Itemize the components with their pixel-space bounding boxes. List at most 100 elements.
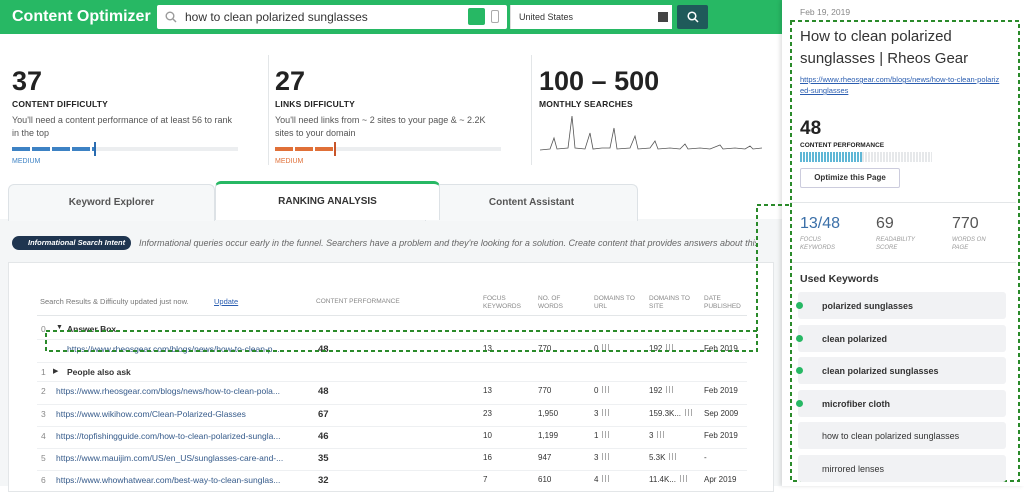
keyword-row: microfiber cloth — [796, 389, 1006, 417]
column-header: DOMAINS TO SITE — [649, 295, 690, 310]
search-query: how to clean polarized sunglasses — [185, 10, 368, 24]
search-box[interactable]: how to clean polarized sunglasses — [157, 5, 507, 29]
keyword: microfiber cloth — [822, 398, 891, 409]
result-url[interactable]: https://www.rheosgear.com/blogs/news/how… — [56, 386, 280, 396]
result-url[interactable]: https://www.wikihow.com/Clean-Polarized-… — [56, 409, 246, 419]
result-cell: 3 — [594, 453, 611, 462]
column-header: FOCUS KEYWORDS — [483, 295, 521, 310]
mobile-toggle[interactable] — [491, 10, 499, 23]
metric-note: You'll need links from ~ 2 sites to your… — [275, 115, 486, 138]
result-cell: 23 — [483, 409, 492, 418]
logo: Content Optimizer — [12, 8, 151, 25]
result-cell: 46 — [318, 431, 329, 442]
performance-bar — [800, 152, 932, 162]
keyword-row: clean polarized sunglasses — [796, 357, 1006, 384]
result-url[interactable]: https://www.whowhatwear.com/best-way-to-… — [56, 475, 281, 485]
result-cell: Feb 2019 — [704, 344, 738, 353]
row-index: 2 — [41, 386, 46, 396]
result-cell: 13 — [483, 344, 492, 353]
result-cell: 159.3K... — [649, 409, 694, 418]
keyword-row: polarized sunglasses — [796, 292, 1006, 319]
country-select[interactable]: United States — [510, 5, 672, 29]
mini-chart-icon — [602, 409, 611, 416]
result-cell: 35 — [318, 453, 329, 464]
result-cell: 192 — [649, 344, 675, 353]
keyword-row: clean polarized — [796, 324, 1006, 352]
search-button[interactable] — [677, 5, 708, 29]
country: United States — [519, 12, 574, 22]
column-header: DATE PUBLISHED — [704, 295, 741, 310]
result-cell: 192 — [649, 386, 675, 395]
desktop-toggle[interactable] — [468, 8, 485, 25]
divider — [790, 202, 1016, 203]
row-index: 1 — [41, 367, 46, 377]
mini-chart-icon — [685, 409, 694, 416]
divider — [268, 55, 269, 165]
column-header: CONTENT PERFORMANCE — [316, 298, 400, 305]
mini-chart-icon — [679, 475, 688, 482]
result-cell: 7 — [483, 475, 488, 484]
result-cell: 1 — [594, 431, 611, 440]
tab[interactable]: Keyword Explorer — [8, 184, 215, 221]
row-index: 0 — [41, 324, 46, 334]
keywords-title: Used Keywords — [800, 273, 879, 285]
tab[interactable]: Content Assistant — [425, 184, 638, 221]
stat-label: READABILITY SCORE — [876, 237, 915, 251]
keyword-used-dot — [796, 334, 803, 342]
divider — [790, 262, 1016, 263]
group-toggle[interactable]: ▼ — [56, 324, 63, 331]
result-url[interactable]: https://www.mauijim.com/US/en_US/sunglas… — [56, 453, 284, 463]
stat-label: WORDS ON PAGE — [952, 237, 986, 251]
mini-chart-icon — [602, 475, 611, 482]
tab-active[interactable]: RANKING ANALYSIS — [215, 181, 440, 220]
mini-chart-icon — [602, 386, 611, 393]
result-cell: 1,199 — [538, 431, 559, 440]
result-cell: 770 — [538, 386, 552, 395]
result-cell: 4 — [594, 475, 611, 484]
column-header: NO. OF WORDS — [538, 295, 563, 310]
result-cell: 48 — [318, 344, 329, 355]
result-cell: 32 — [318, 475, 329, 486]
result-cell: Feb 2019 — [704, 431, 738, 440]
result-cell: 11.4K... — [649, 475, 688, 484]
stat-value: 770 — [952, 215, 979, 232]
result-cell: 1,950 — [538, 409, 559, 418]
result-cell: 3 — [649, 431, 666, 440]
panel-url[interactable]: https://www.rheosgear.com/blogs/news/how… — [800, 75, 1000, 95]
result-cell: Apr 2019 — [704, 475, 737, 484]
result-cell: 610 — [538, 475, 552, 484]
intent-text: Informational queries occur early in the… — [139, 238, 756, 248]
stat-value: 13/48 — [800, 215, 841, 232]
result-url[interactable]: https://topfishingguide.com/how-to-clean… — [56, 431, 281, 441]
keyword-row: how to clean polarized sunglasses — [798, 422, 1006, 449]
optimize-button[interactable]: Optimize this Page — [800, 168, 900, 188]
metric-label: LINKS DIFFICULTY — [275, 99, 356, 109]
metric-value: 100 – 500 — [539, 66, 660, 96]
result-cell: 48 — [318, 386, 329, 397]
row-index: 3 — [41, 409, 46, 419]
difficulty-level: MEDIUM — [275, 158, 304, 165]
intent-badge: Informational Search Intent — [12, 236, 132, 250]
column-header: DOMAINS TO URL — [594, 295, 635, 310]
result-url[interactable]: https://www.rheosgear.com/blogs/news/how… — [67, 344, 280, 354]
keyword-used-dot — [796, 367, 803, 374]
metric-label: MONTHLY SEARCHES — [539, 99, 633, 109]
panel-score-label: CONTENT PERFORMANCE — [800, 142, 885, 149]
group-label: Answer Box — [67, 324, 117, 334]
mini-chart-icon — [666, 344, 675, 351]
result-cell: 13 — [483, 386, 492, 395]
group-label: People also ask — [67, 367, 131, 377]
stat-value: 69 — [876, 215, 894, 232]
update-link[interactable]: Update — [214, 297, 239, 306]
result-cell: - — [704, 453, 707, 462]
result-cell: 10 — [483, 431, 492, 440]
mini-chart-icon — [657, 431, 666, 438]
metric-value: 27 — [275, 66, 306, 96]
result-cell: 947 — [538, 453, 552, 462]
result-cell: 67 — [318, 409, 329, 420]
search-icon — [687, 11, 699, 23]
result-cell: 3 — [594, 409, 611, 418]
dropdown-caret — [658, 12, 668, 22]
group-toggle[interactable]: ▶ — [53, 368, 59, 375]
